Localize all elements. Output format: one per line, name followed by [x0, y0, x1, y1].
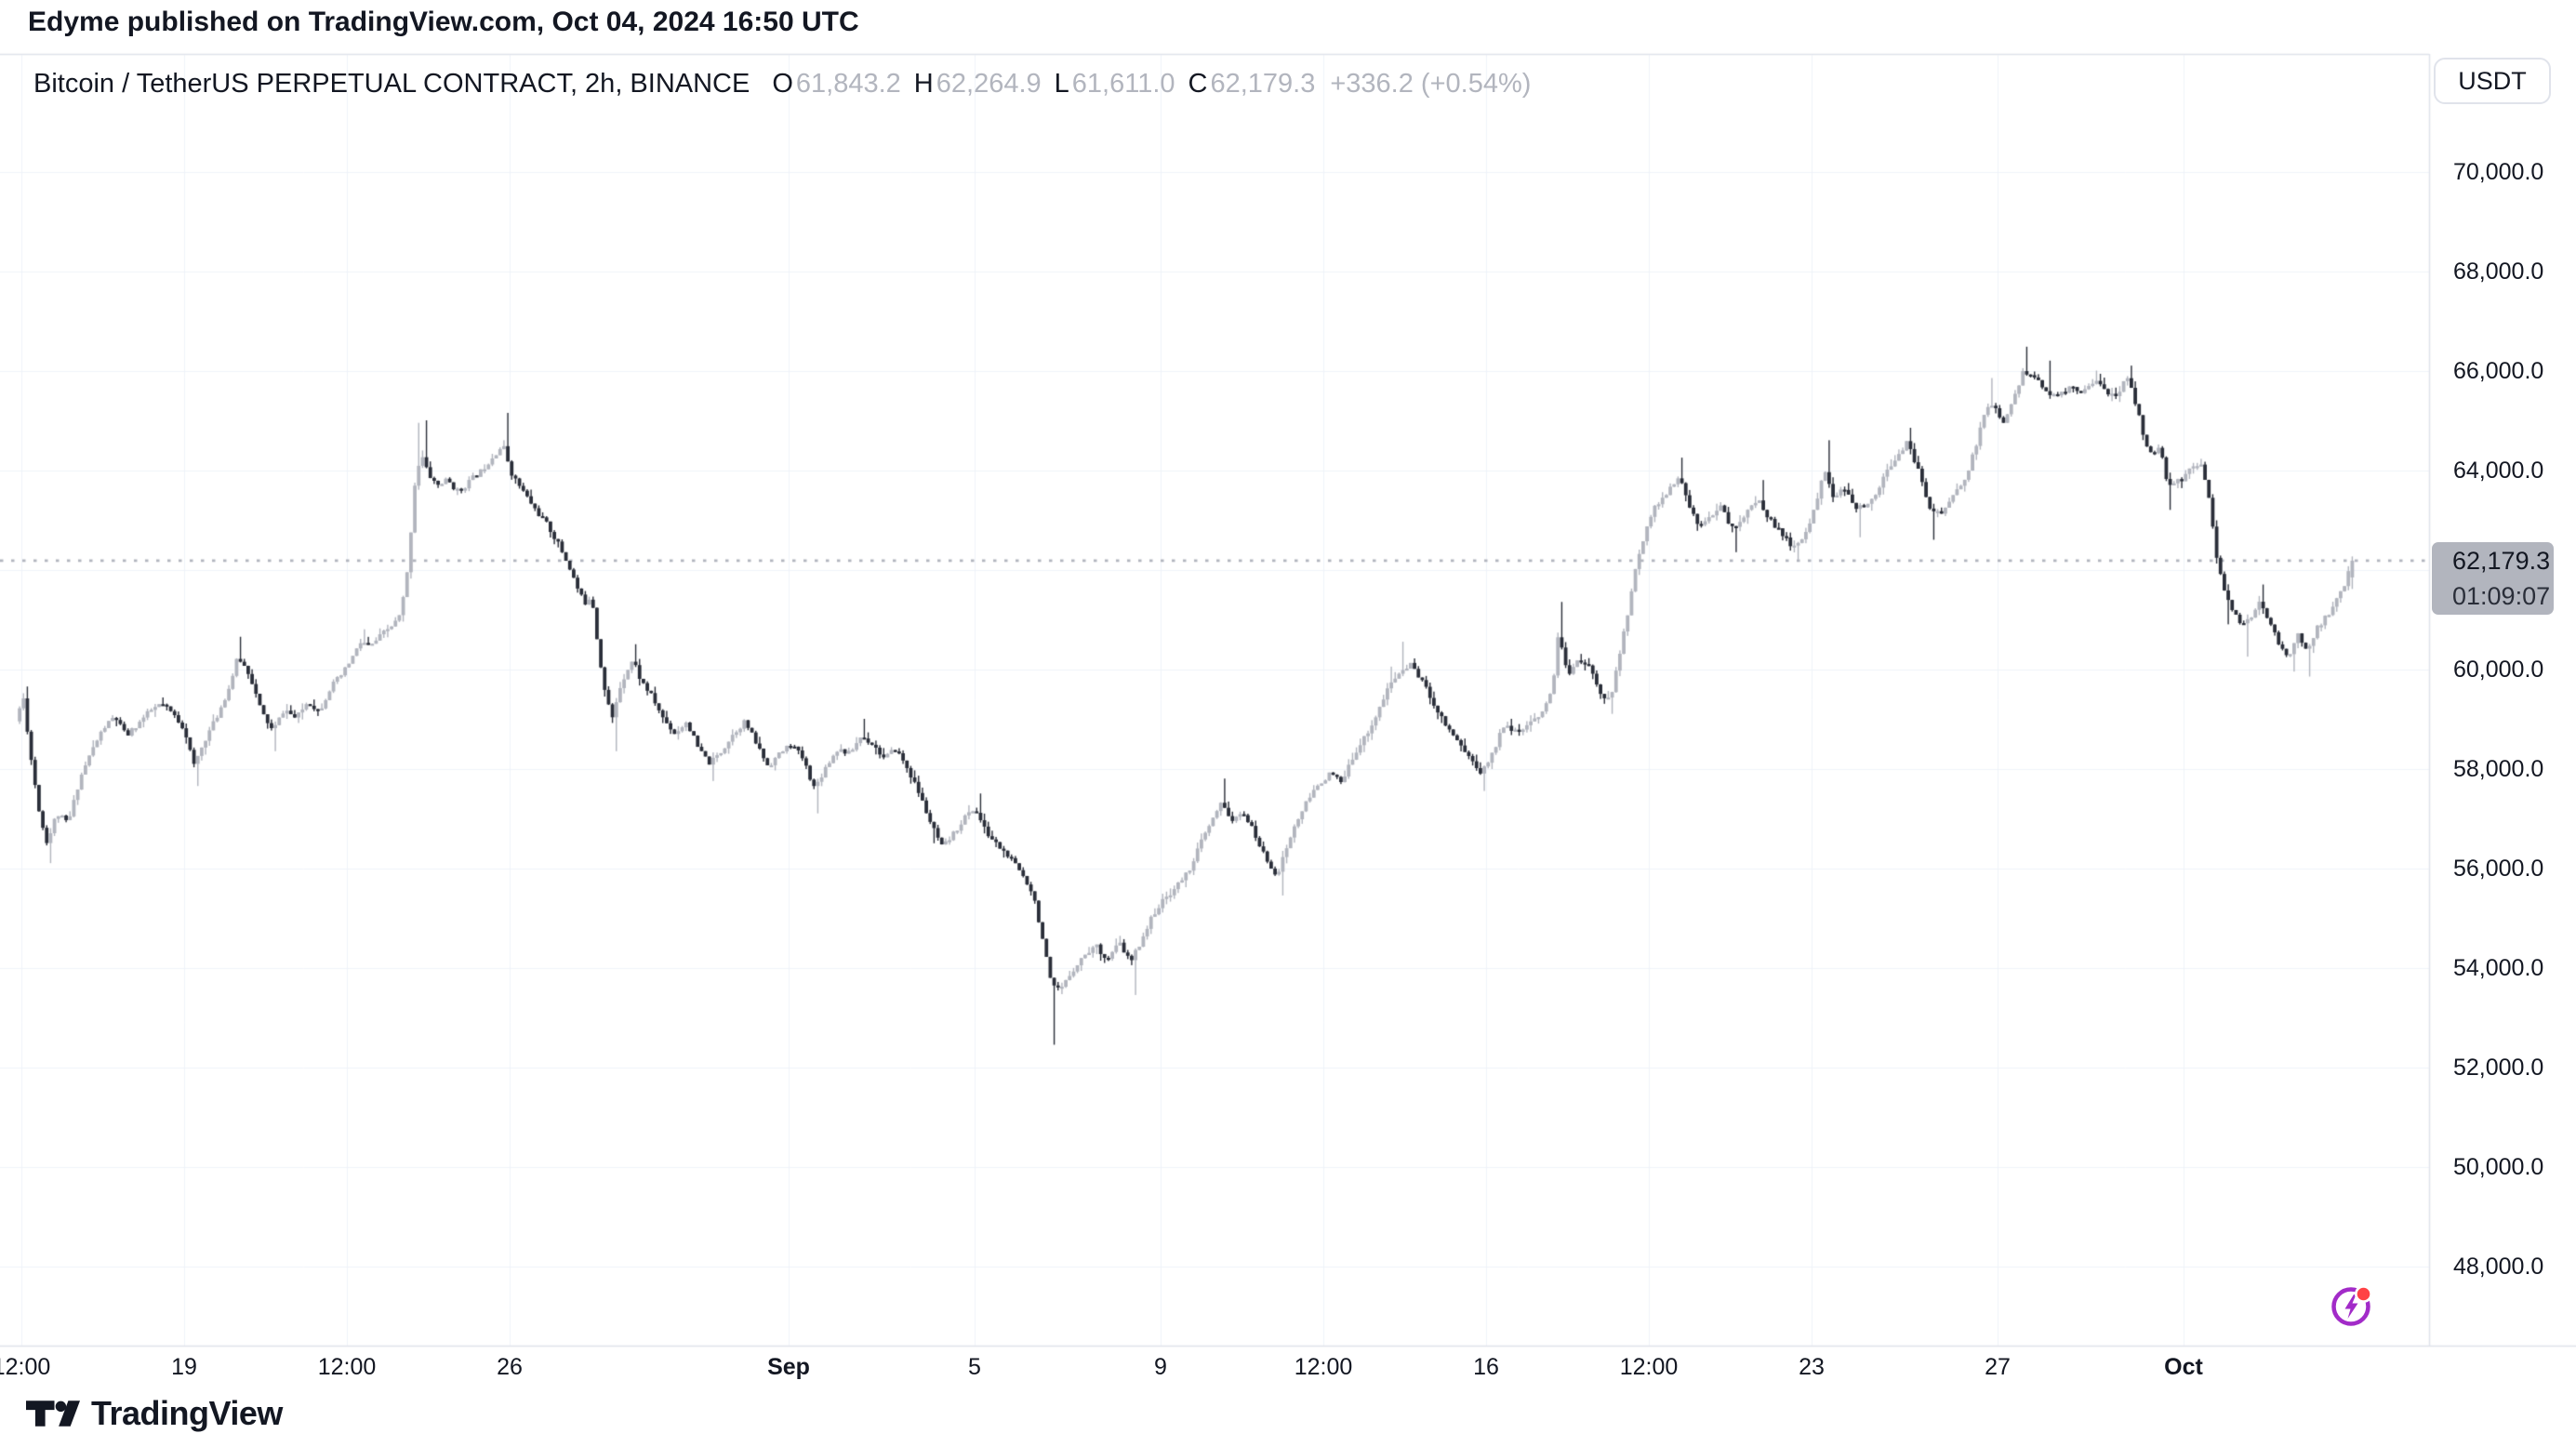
time-scale-label: 12:00: [1619, 1354, 1679, 1380]
currency-toggle-button[interactable]: USDT: [2434, 58, 2551, 104]
lightning-bolt-icon: [2331, 1285, 2372, 1326]
price-scale-label: 48,000.0: [2453, 1253, 2544, 1280]
price-scale-label: 68,000.0: [2453, 258, 2544, 285]
ohlc-o: O 61,843.2: [772, 69, 901, 99]
tradingview-logo-text: TradingView: [91, 1394, 283, 1432]
time-scale-label: 16: [1473, 1354, 1499, 1380]
ohlc-c: C 62,179.3: [1188, 69, 1316, 99]
price-scale-label: 52,000.0: [2453, 1054, 2544, 1081]
ohlc-h: H 62,264.9: [913, 69, 1042, 99]
time-scale-label: 12:00: [317, 1354, 377, 1380]
symbol-title[interactable]: Bitcoin / TetherUS PERPETUAL CONTRACT, 2…: [33, 69, 750, 99]
price-scale-label: 54,000.0: [2453, 954, 2544, 981]
time-scale-label: Oct: [2164, 1354, 2203, 1380]
bar-countdown: 01:09:07: [2452, 581, 2551, 610]
tradingview-logo-mark: [26, 1401, 80, 1427]
price-scale-label: 56,000.0: [2453, 855, 2544, 882]
time-scale-label: 12:00: [1294, 1354, 1353, 1380]
ohlc-group: O 61,843.2 H 62,264.9 L 61,611.0 C 62,179.3: [772, 69, 1328, 100]
tradingview-logo[interactable]: TradingView: [26, 1394, 283, 1433]
time-scale-label: Sep: [767, 1354, 810, 1380]
publish-button[interactable]: [2329, 1283, 2375, 1334]
price-scale-label: 50,000.0: [2453, 1153, 2544, 1180]
time-scale-label: 26: [497, 1354, 523, 1380]
last-price-badge: 62,179.3 01:09:07: [2432, 541, 2554, 615]
change-value: +336.2 (+0.54%): [1330, 69, 1532, 99]
price-scale-label: 66,000.0: [2453, 357, 2544, 384]
time-scale-label: 9: [1154, 1354, 1167, 1380]
price-scale-label: 70,000.0: [2453, 158, 2544, 185]
price-scale-label: 60,000.0: [2453, 656, 2544, 683]
last-price-value: 62,179.3: [2452, 546, 2551, 575]
time-scale-label: 12:00: [0, 1354, 51, 1380]
time-scale-label: 19: [171, 1354, 197, 1380]
time-scale-label: 23: [1799, 1354, 1825, 1380]
price-scale-label: 64,000.0: [2453, 457, 2544, 484]
time-scale-label: 27: [1985, 1354, 2011, 1380]
attribution-text: Edyme published on TradingView.com, Oct …: [28, 7, 859, 37]
time-scale-label: 5: [968, 1354, 981, 1380]
price-axis[interactable]: 62,179.3 01:09:07 70,000.0 68,000.0 66,000…: [2429, 54, 2576, 1346]
ohlc-l: L 61,611.0: [1054, 69, 1175, 99]
symbol-header: Bitcoin / TetherUS PERPETUAL CONTRACT, 2…: [33, 69, 1531, 100]
time-axis[interactable]: 12:00 19 12:00 26 Sep 5 9 12:00 16 12:00 23 27 Oct: [0, 1346, 2429, 1387]
price-scale-label: 58,000.0: [2453, 755, 2544, 782]
